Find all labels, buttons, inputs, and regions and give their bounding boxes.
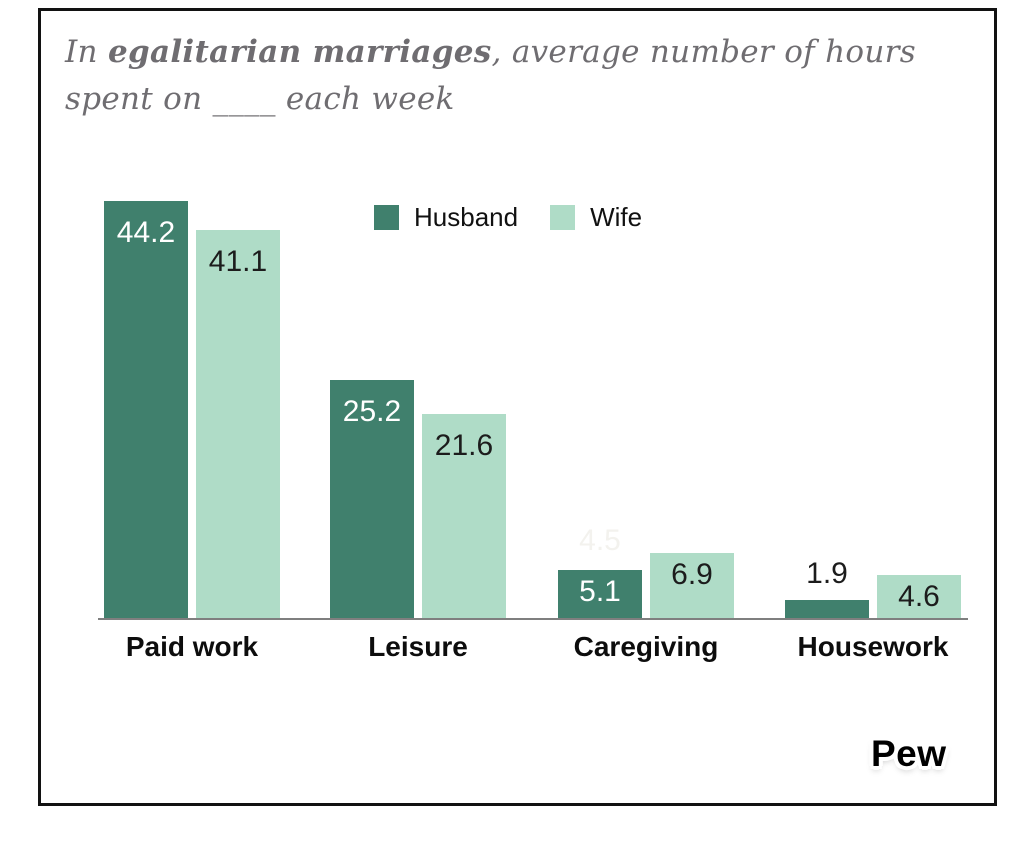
bar-wife-leisure: 21.6 — [422, 414, 506, 618]
title-text: In — [65, 34, 108, 70]
bar-wife-housework: 4.6 — [877, 575, 961, 618]
value-label: 21.6 — [434, 429, 494, 462]
value-label: 44.2 — [116, 216, 176, 249]
bar-husband-paid-work: 44.2 — [104, 201, 188, 618]
legend-swatch-husband — [374, 204, 399, 230]
value-label: 4.6 — [898, 580, 940, 613]
bar-husband-caregiving: 5.1 4.5 — [558, 526, 642, 618]
bar-husband-housework: 1.9 — [785, 559, 869, 618]
category-label-caregiving: Caregiving — [573, 631, 719, 662]
value-label: 6.9 — [671, 558, 713, 591]
category-label-housework: Housework — [797, 631, 949, 662]
x-axis-line — [98, 618, 968, 620]
value-label: 25.2 — [342, 395, 402, 428]
value-label: 5.1 — [579, 575, 621, 608]
value-label: 41.1 — [208, 245, 268, 278]
legend-label: Wife — [590, 202, 643, 232]
bar-chart: 44.2 25.2 5.1 4.5 1.9 41.1 21.6 6.9 4.6 Paid work… — [41, 11, 994, 803]
legend-label: Husband — [414, 202, 519, 232]
bar-wife-caregiving: 6.9 — [650, 553, 734, 618]
title-text: , average number of hours spent on ____ … — [65, 34, 916, 118]
bar-wife-paid-work: 41.1 — [196, 230, 280, 618]
legend-item-wife: Wife — [550, 204, 642, 230]
pew-logo: Pew — [871, 733, 947, 774]
value-label: 1.9 — [806, 557, 848, 590]
legend-item-husband: Husband — [374, 204, 518, 230]
chart-card: In egalitarian marriages, average number… — [38, 8, 997, 806]
legend-swatch-wife — [550, 204, 576, 230]
category-label-paid-work: Paid work — [125, 631, 259, 662]
ghost-value-label: 4.5 — [579, 524, 621, 557]
chart-title: In egalitarian marriages, average number… — [65, 29, 985, 123]
bar-husband-leisure: 25.2 — [330, 380, 414, 618]
title-emphasis: egalitarian marriages — [107, 34, 492, 70]
legend: Husband Wife — [374, 204, 642, 230]
category-label-leisure: Leisure — [368, 631, 468, 662]
